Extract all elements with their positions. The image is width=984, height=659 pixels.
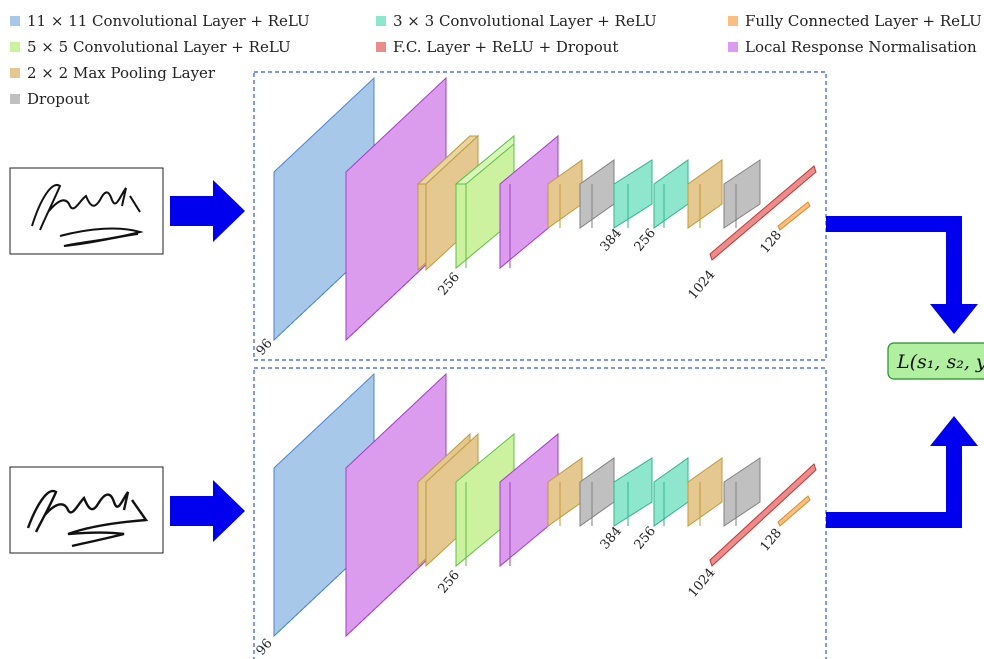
label-96-bottom: 96 — [254, 636, 276, 658]
legend-swatch — [728, 42, 738, 52]
legend-label: 5 × 5 Convolutional Layer + ReLU — [27, 38, 291, 56]
output-arrow-bottom — [826, 416, 978, 528]
signature-image-top — [9, 167, 164, 255]
legend-item-dropout: Dropout — [10, 90, 90, 108]
loss-function-label: L(s₁, s₂, y — [896, 351, 984, 373]
label-256-top-a: 256 — [436, 270, 463, 299]
legend-label: F.C. Layer + ReLU + Dropout — [393, 38, 619, 56]
maxpool-layer-top-3 — [687, 159, 723, 229]
maxpool-layer-bottom-1 — [417, 432, 479, 568]
maxpool-layer-bottom-3 — [687, 457, 723, 527]
legend-item-maxpool: 2 × 2 Max Pooling Layer — [10, 64, 215, 82]
legend-item-lrn: Local Response Normalisation — [728, 38, 977, 56]
loss-function-box: L(s₁, s₂, y — [887, 342, 984, 380]
conv3-layer-top — [613, 159, 653, 229]
legend-label: Fully Connected Layer + ReLU — [745, 12, 982, 30]
fc-layer-top — [777, 201, 811, 231]
conv4-layer-bottom — [653, 457, 689, 527]
fc-dropout-layer-top — [709, 165, 817, 261]
legend-label: 3 × 3 Convolutional Layer + ReLU — [393, 12, 657, 30]
dropout-layer-top-1 — [579, 159, 615, 229]
dropout-layer-bottom-1 — [579, 457, 615, 527]
legend-swatch — [376, 16, 386, 26]
fc-dropout-layer-bottom — [709, 463, 817, 567]
conv3-layer-bottom — [613, 457, 653, 527]
signature-image-bottom — [9, 466, 164, 554]
label-384-bottom: 384 — [598, 524, 625, 553]
dropout-layer-top-2 — [723, 159, 761, 229]
legend-swatch — [376, 42, 386, 52]
label-1024-top: 1024 — [686, 268, 719, 303]
label-128-bottom: 128 — [758, 526, 785, 555]
label-128-top: 128 — [758, 228, 785, 257]
label-1024-bottom: 1024 — [686, 566, 719, 601]
label-256-top-b: 256 — [632, 226, 659, 255]
fc-layer-bottom — [777, 495, 811, 527]
label-256-bottom-a: 256 — [436, 568, 463, 597]
legend-label: 11 × 11 Convolutional Layer + ReLU — [27, 12, 310, 30]
legend-item-conv3: 3 × 3 Convolutional Layer + ReLU — [376, 12, 657, 30]
legend-item-fc-dropout: F.C. Layer + ReLU + Dropout — [376, 38, 618, 56]
legend-label: 2 × 2 Max Pooling Layer — [27, 64, 216, 82]
legend-label: Dropout — [27, 90, 90, 108]
label-96-top: 96 — [254, 336, 276, 358]
conv4-layer-top — [653, 159, 689, 229]
legend-item-conv5: 5 × 5 Convolutional Layer + ReLU — [10, 38, 291, 56]
legend-swatch — [10, 16, 20, 26]
legend-swatch — [10, 94, 20, 104]
label-384-top: 384 — [598, 226, 625, 255]
legend-swatch — [10, 42, 20, 52]
dropout-layer-bottom-2 — [723, 457, 761, 527]
label-256-bottom-b: 256 — [632, 524, 659, 553]
input-arrow-bottom — [170, 480, 245, 542]
legend-item-conv11: 11 × 11 Convolutional Layer + ReLU — [10, 12, 310, 30]
legend-item-fc: Fully Connected Layer + ReLU — [728, 12, 982, 30]
legend-label: Local Response Normalisation — [745, 38, 977, 56]
legend-swatch — [10, 68, 20, 78]
legend-swatch — [728, 16, 738, 26]
output-arrow-top — [826, 216, 978, 334]
input-arrow-top — [170, 180, 245, 242]
